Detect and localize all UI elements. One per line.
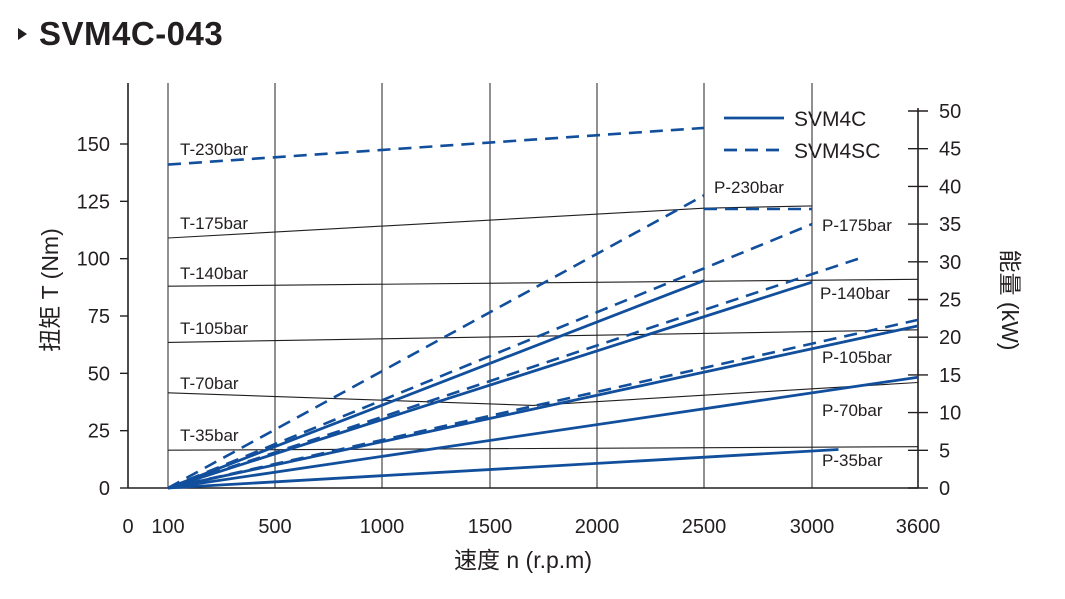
power-line-p-105bar-dashed	[167, 318, 919, 490]
torque-line-t-105bar	[167, 329, 919, 343]
y-right-axis-title: 能量 (kW)	[997, 250, 1023, 351]
legend-label-svm4sc: SVM4SC	[794, 140, 880, 163]
title-row: SVM4C-043	[18, 12, 223, 56]
power-line-p-175bar-dashed	[167, 222, 813, 490]
y-right-tick-label: 15	[939, 365, 961, 387]
y-left-tick-label: 25	[88, 421, 110, 443]
y-right-tick-label: 25	[939, 290, 961, 312]
series-label-t-140bar: T-140bar	[180, 264, 248, 283]
series-label-t-230bar: T-230bar	[180, 140, 248, 159]
y-left-tick-label: 100	[77, 249, 110, 271]
power-line-p-70bar-solid	[167, 375, 919, 490]
x-tick-label: 1500	[468, 516, 513, 538]
x-tick-label: 100	[151, 516, 184, 538]
y-left-tick-label: 150	[77, 134, 110, 156]
x-axis-title: 速度 n (r.p.m)	[454, 547, 592, 573]
series-label-t-175bar: T-175bar	[180, 214, 248, 233]
label-layer: SVM4C SVM4SC T-230bar T-175bar T-140bar T-105…	[180, 108, 892, 470]
triangle-bullet-icon	[18, 28, 27, 40]
power-line-p-140bar-dashed	[167, 255, 866, 490]
series-label-p-105bar: P-105bar	[822, 348, 892, 367]
y-right-tick-label: 50	[939, 101, 961, 123]
y-left-tick-label: 0	[99, 478, 110, 500]
y-right-tick-label: 20	[939, 327, 961, 349]
y-right-tick-label: 5	[939, 440, 950, 462]
y-left-tick-label: 50	[88, 363, 110, 385]
x-tick-label: 3600	[896, 516, 941, 538]
torque-line-t-230bar	[167, 126, 705, 166]
x-tick-label: 0	[122, 516, 133, 538]
y-right-tick-label: 30	[939, 252, 961, 274]
torque-line-t-35bar	[167, 446, 919, 451]
series-label-p-175bar: P-175bar	[822, 216, 892, 235]
y-right-tick-label: 45	[939, 139, 961, 161]
series-label-p-230bar: P-230bar	[714, 178, 784, 197]
y-left-tick-label: 75	[88, 306, 110, 328]
series-label-t-35bar: T-35bar	[180, 426, 239, 445]
power-line-p-35bar-solid	[167, 448, 839, 490]
series-label-p-70bar: P-70bar	[822, 401, 883, 420]
torque-line-t-70bar	[167, 381, 919, 406]
series-label-p-35bar: P-35bar	[822, 451, 883, 470]
series-label-p-140bar: P-140bar	[820, 284, 890, 303]
power-line-p-175bar-solid	[167, 279, 705, 490]
series-layer	[167, 126, 919, 490]
power-line-p-230bar-dashed	[167, 194, 705, 490]
chart-title: SVM4C-043	[39, 15, 224, 52]
y-right-tick-label: 0	[939, 478, 950, 500]
x-tick-label: 3000	[790, 516, 835, 538]
y-left-tick-label: 125	[77, 191, 110, 213]
y-right-tick-label: 10	[939, 403, 961, 425]
x-tick-label: 2500	[682, 516, 727, 538]
y-right-tick-label: 40	[939, 176, 961, 198]
y-left-axis-title: 扭矩 T (Nm)	[37, 228, 63, 352]
legend-label-svm4c: SVM4C	[794, 108, 866, 131]
series-label-t-70bar: T-70bar	[180, 374, 239, 393]
x-tick-label: 2000	[575, 516, 620, 538]
series-label-t-105bar: T-105bar	[180, 319, 248, 338]
x-tick-label: 1000	[360, 516, 405, 538]
x-tick-label: 500	[258, 516, 291, 538]
y-right-tick-label: 35	[939, 214, 961, 236]
